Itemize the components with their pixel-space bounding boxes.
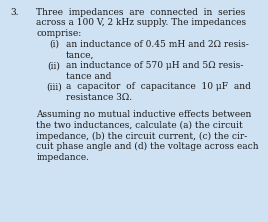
Text: tance and: tance and [66,72,111,81]
Text: tance,: tance, [66,50,94,59]
Text: a  capacitor  of  capacitance  10 μF  and: a capacitor of capacitance 10 μF and [66,82,251,91]
Text: (ii): (ii) [48,61,61,70]
Text: Three  impedances  are  connected  in  series: Three impedances are connected in series [36,8,245,17]
Text: impedance.: impedance. [36,153,89,162]
Text: cuit phase angle and (d) the voltage across each: cuit phase angle and (d) the voltage acr… [36,142,259,151]
Text: across a 100 V, 2 kHz supply. The impedances: across a 100 V, 2 kHz supply. The impeda… [36,18,246,28]
Text: (i): (i) [50,40,59,49]
Text: comprise:: comprise: [36,29,81,38]
Text: the two inductances, calculate (a) the circuit: the two inductances, calculate (a) the c… [36,121,243,130]
Text: 3.: 3. [11,8,19,17]
Text: Assuming no mutual inductive effects between: Assuming no mutual inductive effects bet… [36,110,252,119]
Text: resistance 3Ω.: resistance 3Ω. [66,93,132,102]
Text: (iii): (iii) [46,82,62,91]
Text: an inductance of 0.45 mH and 2Ω resis-: an inductance of 0.45 mH and 2Ω resis- [66,40,248,49]
Text: an inductance of 570 μH and 5Ω resis-: an inductance of 570 μH and 5Ω resis- [66,61,243,70]
Text: impedance, (b) the circuit current, (c) the cir-: impedance, (b) the circuit current, (c) … [36,131,247,141]
